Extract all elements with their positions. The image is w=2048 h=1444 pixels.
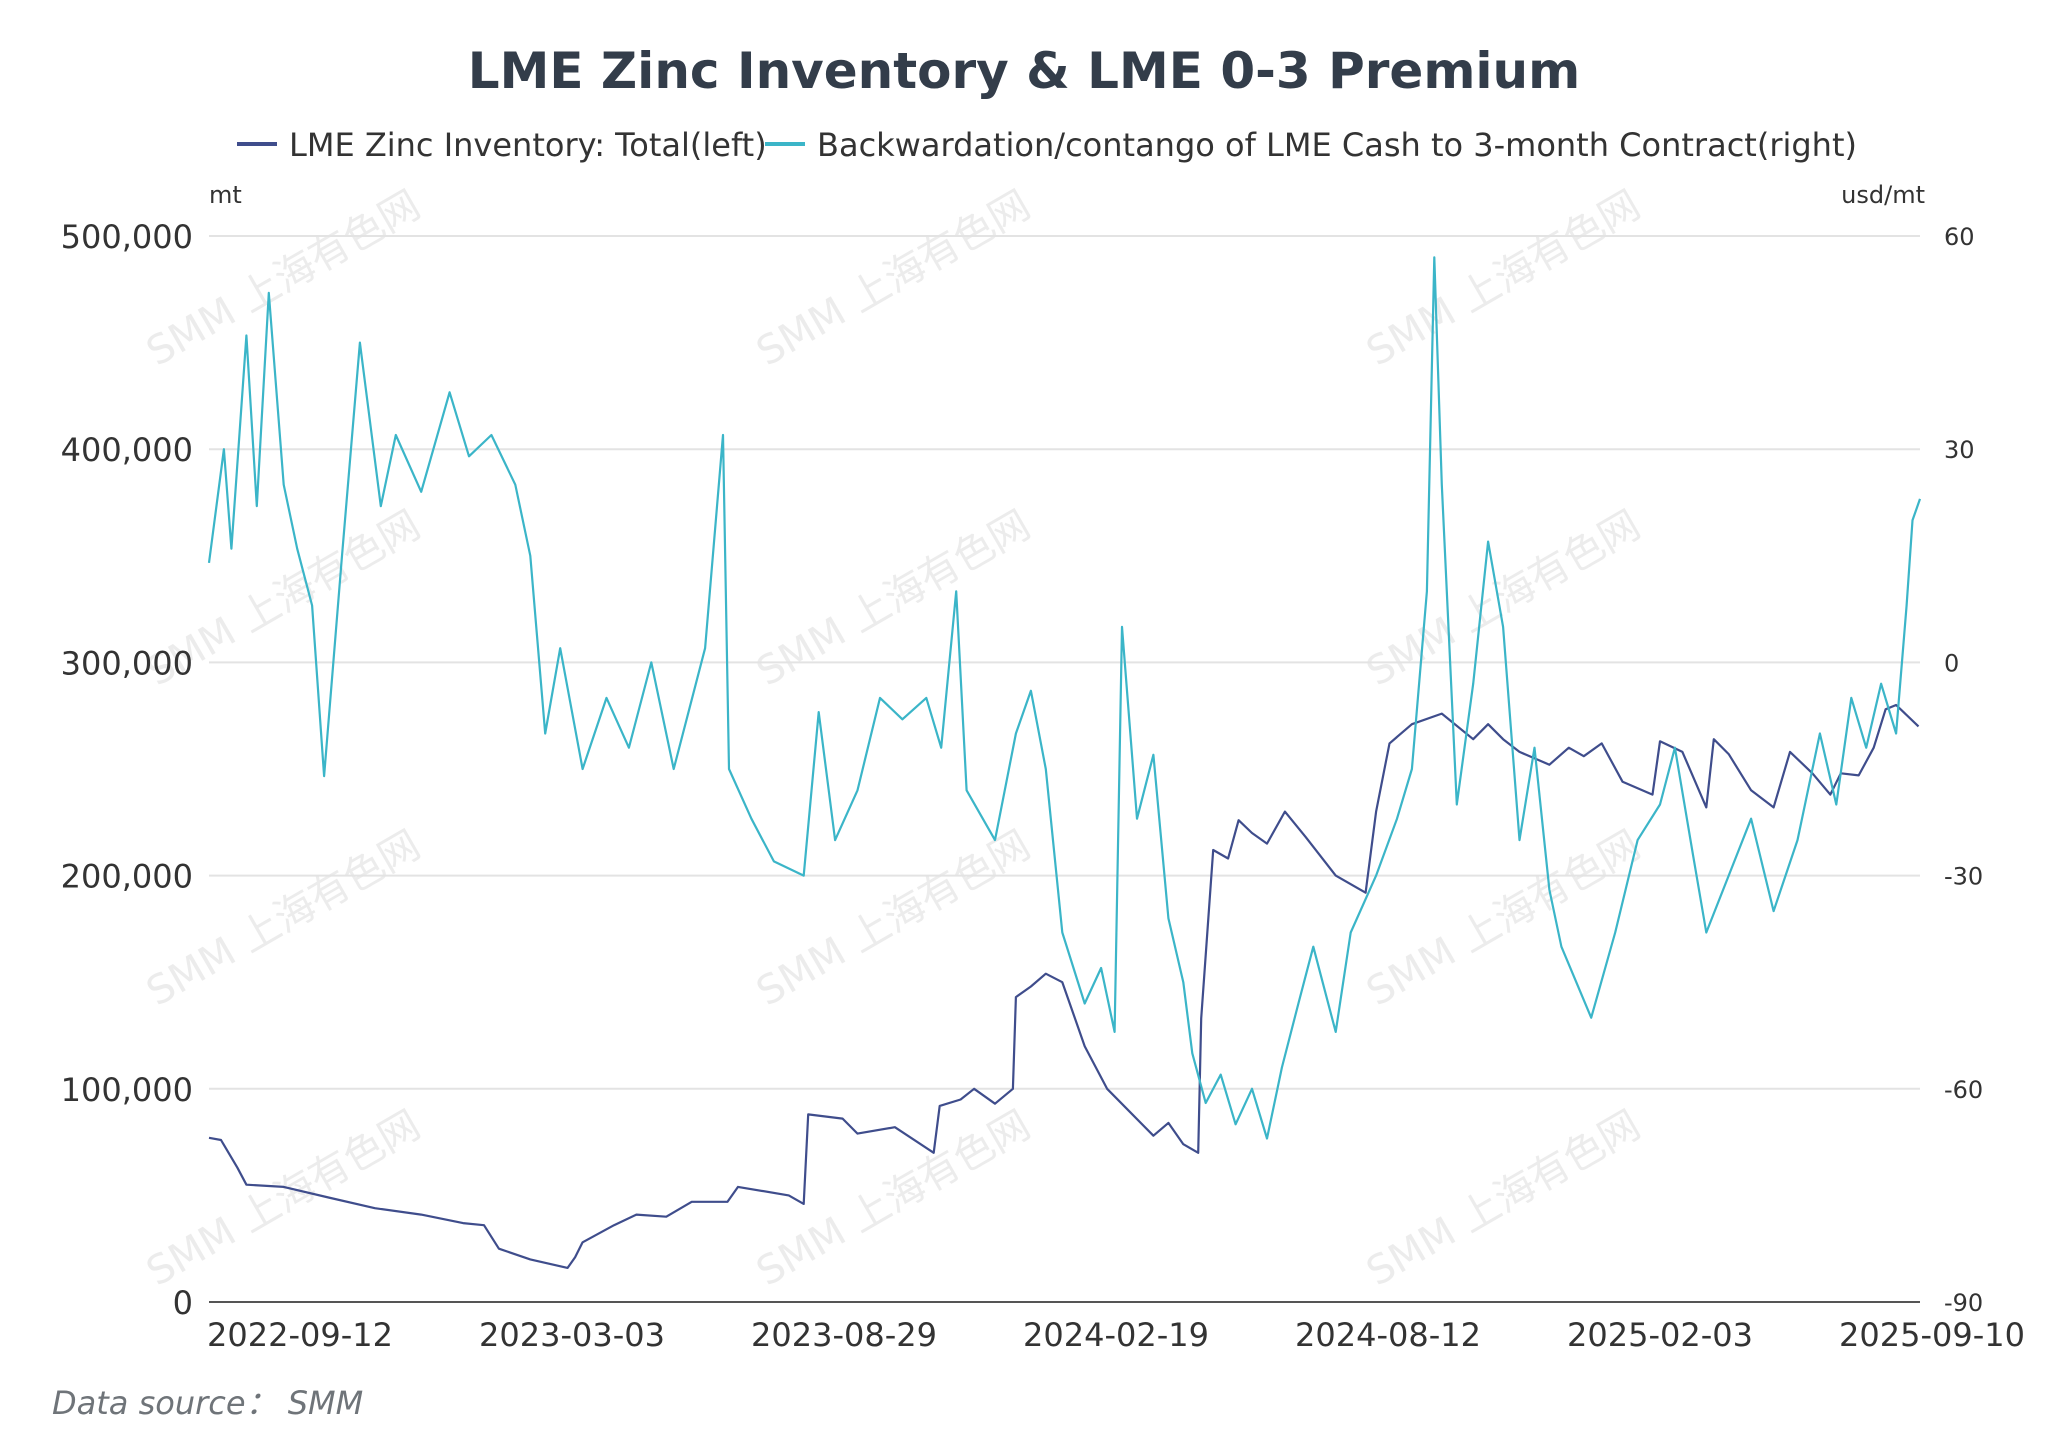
watermark-text: SMM 上海有色网: [139, 182, 428, 375]
y-left-tick-label: 500,000: [61, 218, 193, 256]
y-left-tick-label: 400,000: [61, 431, 193, 469]
x-tick-label: 2022-09-12: [207, 1316, 393, 1354]
y-left-unit: mt: [209, 181, 242, 209]
watermark-text: SMM 上海有色网: [749, 1102, 1038, 1295]
x-tick-label: 2023-03-03: [479, 1316, 665, 1354]
watermark-text: SMM 上海有色网: [749, 182, 1038, 375]
watermark-text: SMM 上海有色网: [1359, 1102, 1648, 1295]
y-right-tick-label: 60: [1944, 223, 1975, 251]
watermark-text: SMM 上海有色网: [139, 1102, 428, 1295]
watermark-text: SMM 上海有色网: [749, 822, 1038, 1015]
series-layer: [207, 256, 1922, 1269]
y-right-tick-label: -90: [1944, 1289, 1983, 1317]
legend-label-premium: Backwardation/contango of LME Cash to 3-…: [817, 126, 1857, 164]
series-line-premium: [207, 256, 1922, 1140]
watermark-text: SMM 上海有色网: [1359, 182, 1648, 375]
y-left-tick-label: 100,000: [61, 1071, 193, 1109]
x-tick-label: 2024-08-12: [1295, 1316, 1481, 1354]
watermark-text: SMM 上海有色网: [1359, 822, 1648, 1015]
data-source-label: Data source： SMM: [52, 1384, 363, 1422]
chart-title: LME Zinc Inventory & LME 0-3 Premium: [468, 42, 1581, 100]
grid-lines: [209, 235, 1920, 1090]
watermark-text: SMM 上海有色网: [749, 502, 1038, 695]
y-right-unit: usd/mt: [1841, 181, 1925, 209]
x-tick-label: 2025-02-03: [1567, 1316, 1753, 1354]
legend: LME Zinc Inventory: Total(left) Backwarda…: [237, 126, 1857, 164]
y-left-tick-label: 0: [173, 1284, 193, 1322]
y-left-tick-label: 200,000: [61, 858, 193, 896]
x-tick-label: 2025-09-10: [1839, 1316, 2025, 1354]
legend-label-inventory: LME Zinc Inventory: Total(left): [289, 126, 767, 164]
watermark-text: SMM 上海有色网: [1359, 502, 1648, 695]
y-right-tick-label: 0: [1944, 649, 1959, 677]
y-left-tick-label: 300,000: [61, 644, 193, 682]
y-right-tick-label: -60: [1944, 1076, 1983, 1104]
x-tick-label: 2024-02-19: [1023, 1316, 1209, 1354]
y-right-tick-label: 30: [1944, 436, 1975, 464]
x-tick-label: 2023-08-29: [751, 1316, 937, 1354]
watermark-text: SMM 上海有色网: [139, 822, 428, 1015]
axes: 0 -90 100,000 -60 200,000 -30 300,000 0 400,000 3…: [61, 181, 2025, 1354]
y-right-tick-label: -30: [1944, 863, 1983, 891]
series-line-inventory: [208, 703, 1920, 1269]
